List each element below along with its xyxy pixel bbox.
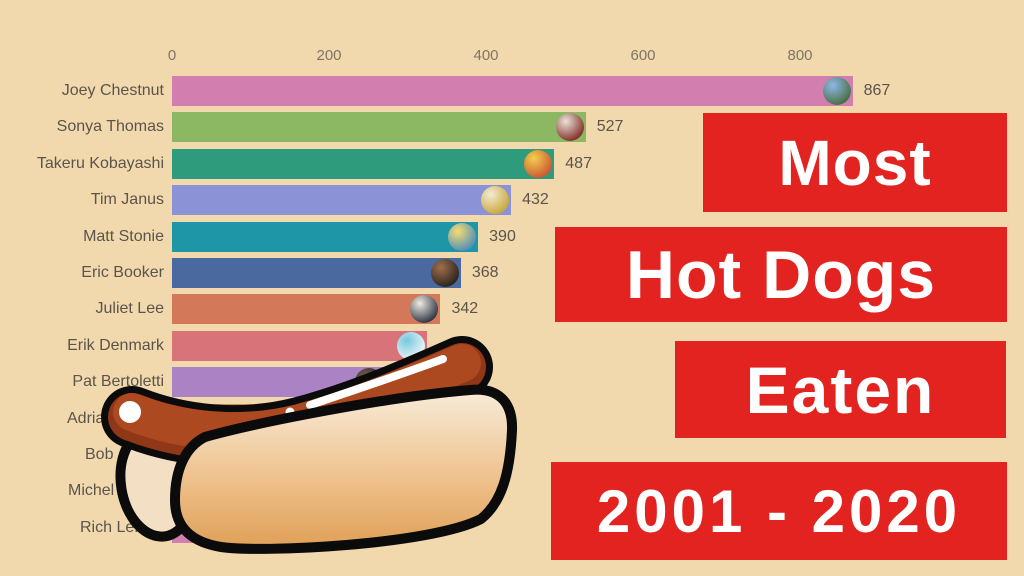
banner-hot-dogs-text: Hot Dogs [625, 236, 937, 313]
contestant-name-label: Matt Stonie [83, 227, 164, 245]
bar-row: Eric Booker 368 [0, 258, 1024, 288]
value-label: 390 [489, 227, 516, 245]
bar [172, 258, 461, 288]
x-tick-label: 800 [787, 47, 813, 64]
contestant-name-label: Bob [85, 446, 114, 463]
bar [172, 294, 441, 325]
banner-years-text: 2001 - 2020 [596, 477, 962, 545]
contestant-name-label: Eric Booker [81, 264, 164, 281]
bar [172, 221, 479, 252]
banner-eaten: Eaten [675, 341, 1006, 438]
x-tick-label: 200 [316, 47, 342, 64]
banner-most-text: Most [778, 126, 932, 199]
bar [172, 185, 512, 216]
value-label: 527 [596, 118, 624, 136]
bar-row: Sonya Thomas 527 [0, 112, 1024, 143]
bar [172, 76, 853, 106]
banner-eaten-text: Eaten [745, 352, 936, 427]
bar-row: Joey Chestnut 867 [0, 76, 1024, 106]
contestant-avatar [524, 149, 553, 178]
bar-row: Matt Stonie 390 [0, 221, 1024, 252]
hotdog-illustration [101, 336, 518, 554]
x-tick-label: 400 [473, 47, 499, 64]
banner-most: Most [703, 113, 1007, 212]
contestant-avatar [481, 186, 510, 215]
bar [172, 112, 586, 143]
contestant-name-label: Michel [68, 482, 115, 500]
contestant-name-label: Joey Chestnut [61, 82, 164, 99]
contestant-name-label: Tim Janus [90, 191, 164, 209]
x-tick-label: 600 [630, 47, 656, 64]
value-label: 342 [451, 300, 479, 318]
value-label: 432 [522, 191, 549, 209]
bar [172, 148, 555, 179]
contestant-avatar [822, 77, 851, 105]
contestant-avatar [448, 222, 477, 251]
contestant-avatar [410, 295, 439, 324]
contestant-name-label: Sonya Thomas [56, 118, 164, 136]
value-label: 487 [565, 154, 592, 172]
x-tick-label: 0 [167, 47, 177, 64]
contestant-name-label: Takeru Kobayashi [36, 154, 164, 172]
bar-row: Takeru Kobayashi 487 [0, 148, 1024, 179]
contestant-name-label: Erik Denmark [67, 336, 164, 354]
bun-front [170, 384, 518, 554]
bar [172, 330, 428, 361]
bar-row: Juliet Lee 342 [0, 294, 1024, 325]
contestant-avatar [555, 113, 584, 142]
banner-hot-dogs: Hot Dogs [555, 227, 1007, 322]
contestant-name-label: Pat Bertoletti [72, 373, 164, 391]
banner-years: 2001 - 2020 [551, 462, 1007, 560]
bar-row: Tim Janus 432 [0, 185, 1024, 216]
value-label: 867 [863, 82, 891, 99]
bar-row: Erik Denmark [0, 330, 1024, 361]
contestant-name-label: Juliet Lee [95, 300, 165, 318]
contestant-avatar [430, 259, 459, 287]
value-label: 368 [471, 264, 499, 281]
